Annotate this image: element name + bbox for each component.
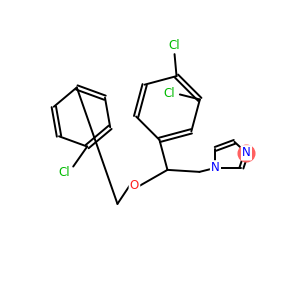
Text: O: O (130, 179, 139, 192)
Text: N: N (211, 161, 220, 174)
Text: Cl: Cl (169, 39, 180, 52)
Text: Cl: Cl (58, 166, 70, 179)
Text: N: N (242, 146, 251, 159)
Text: Cl: Cl (163, 87, 175, 100)
